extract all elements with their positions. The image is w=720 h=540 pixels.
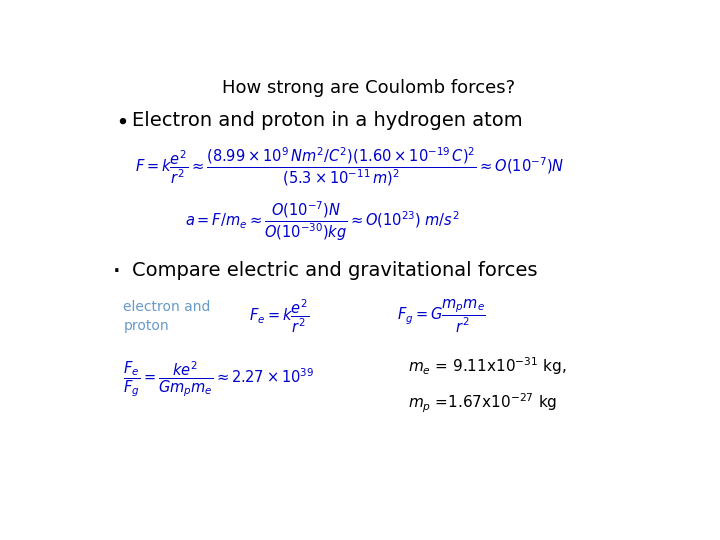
Text: $m_p$ =1.67x10$^{-27}$ kg: $m_p$ =1.67x10$^{-27}$ kg xyxy=(408,392,557,415)
Text: electron and
proton: electron and proton xyxy=(124,300,211,333)
Text: $\dfrac{F_e}{F_g} = \dfrac{ke^2}{Gm_p m_e} \approx 2.27 \times 10^{39}$: $\dfrac{F_e}{F_g} = \dfrac{ke^2}{Gm_p m_… xyxy=(124,359,315,399)
Text: $F = k\dfrac{e^2}{r^2} \approx \dfrac{(8.99 \times 10^9 \, Nm^2 / C^2)(1.60 \tim: $F = k\dfrac{e^2}{r^2} \approx \dfrac{(8… xyxy=(135,145,564,188)
Text: $m_e$ = 9.11x10$^{-31}$ kg,: $m_e$ = 9.11x10$^{-31}$ kg, xyxy=(408,355,567,377)
Text: $a = F/m_e \approx \dfrac{O(10^{-7})N}{O(10^{-30})kg} \approx O(10^{23}) \; m/s^: $a = F/m_e \approx \dfrac{O(10^{-7})N}{O… xyxy=(185,199,459,242)
Text: $\bullet$: $\bullet$ xyxy=(115,111,127,131)
Text: $\cdot$: $\cdot$ xyxy=(111,256,120,285)
Text: How strong are Coulomb forces?: How strong are Coulomb forces? xyxy=(222,79,516,97)
Text: $F_e = k\dfrac{e^2}{r^2}$: $F_e = k\dfrac{e^2}{r^2}$ xyxy=(249,298,310,335)
Text: Electron and proton in a hydrogen atom: Electron and proton in a hydrogen atom xyxy=(132,111,523,131)
Text: Compare electric and gravitational forces: Compare electric and gravitational force… xyxy=(132,261,537,280)
Text: $F_g = G\dfrac{m_p m_e}{r^2}$: $F_g = G\dfrac{m_p m_e}{r^2}$ xyxy=(397,298,486,335)
